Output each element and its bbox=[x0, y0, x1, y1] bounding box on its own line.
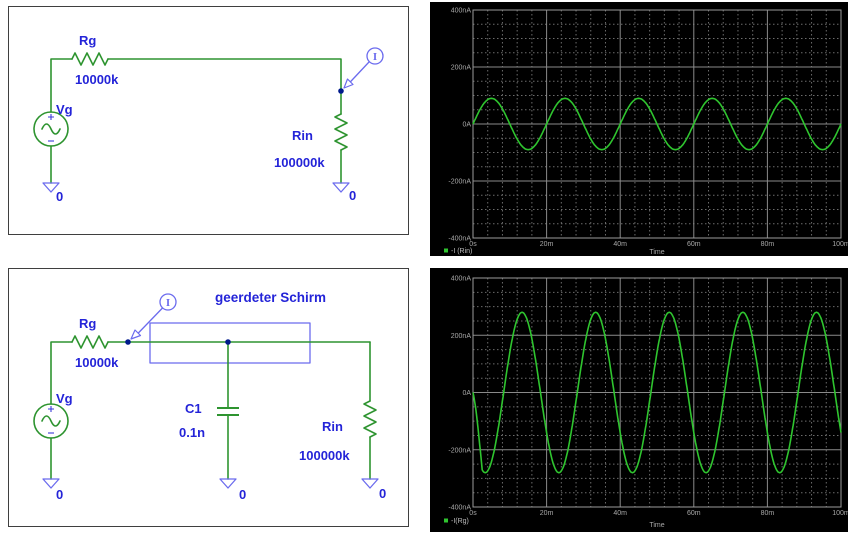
ground-net-label: 0 bbox=[56, 487, 63, 502]
value-rin[interactable]: 100000k bbox=[299, 448, 350, 463]
legend-label: -I(Rg) bbox=[451, 518, 469, 525]
wire bbox=[50, 58, 73, 113]
waveform-panel-unshielded: 400nA 200nA 0A -200nA -400nA 0s 20m 40m 60m 80m 10… bbox=[430, 2, 848, 256]
ground-icon[interactable] bbox=[42, 182, 60, 193]
plus-mark-icon bbox=[48, 406, 54, 412]
ground-net-label: 0 bbox=[379, 486, 386, 501]
x-tick-label: 100m bbox=[832, 241, 848, 248]
node-dot bbox=[125, 339, 131, 345]
x-tick-label: 60m bbox=[687, 510, 701, 517]
label-rin[interactable]: Rin bbox=[322, 419, 343, 434]
resistor-rg[interactable] bbox=[71, 335, 109, 349]
value-c1[interactable]: 0.1n bbox=[179, 425, 205, 440]
current-probe-letter: I bbox=[373, 51, 377, 63]
current-probe-icon[interactable] bbox=[159, 293, 177, 311]
voltage-source-icon[interactable] bbox=[33, 111, 69, 147]
value-rg[interactable]: 10000k bbox=[75, 355, 119, 370]
node-dot bbox=[338, 88, 344, 94]
y-tick-label: 400nA bbox=[451, 8, 472, 15]
probe-arrowhead-icon bbox=[130, 329, 142, 340]
sine-glyph-icon bbox=[41, 123, 61, 135]
plus-mark-icon bbox=[48, 114, 54, 120]
label-rg[interactable]: Rg bbox=[79, 316, 96, 331]
resistor-rin[interactable] bbox=[363, 400, 377, 438]
y-tick-label: -400nA bbox=[448, 236, 471, 243]
label-rg[interactable]: Rg bbox=[79, 33, 96, 48]
voltage-source-icon[interactable] bbox=[33, 403, 69, 439]
x-tick-label: 40m bbox=[613, 510, 627, 517]
x-tick-label: 20m bbox=[540, 241, 554, 248]
current-probe-icon[interactable] bbox=[366, 47, 384, 65]
time-axis-label: Time bbox=[649, 249, 664, 256]
label-vg[interactable]: Vg bbox=[56, 391, 73, 406]
y-tick-label: 400nA bbox=[451, 276, 472, 283]
schematic-svg-unshielded: I Rg 10000k Vg Rin 100000k 0 0 bbox=[33, 33, 384, 204]
time-axis-label: Time bbox=[649, 522, 664, 529]
shield-rect[interactable] bbox=[149, 322, 311, 364]
legend-swatch bbox=[444, 248, 448, 253]
ground-icon[interactable] bbox=[361, 478, 379, 489]
wire bbox=[50, 341, 73, 405]
x-tick-label: 80m bbox=[761, 241, 775, 248]
label-c1[interactable]: C1 bbox=[185, 401, 202, 416]
probe-arrow-line bbox=[133, 307, 163, 338]
ground-net-label: 0 bbox=[349, 188, 356, 203]
waveform-trace bbox=[472, 311, 842, 474]
x-tick-label: 100m bbox=[832, 510, 848, 517]
x-tick-label: 60m bbox=[687, 241, 701, 248]
resistor-rg[interactable] bbox=[71, 52, 109, 66]
value-rg[interactable]: 10000k bbox=[75, 72, 119, 87]
node-dot bbox=[225, 339, 231, 345]
y-tick-label: 200nA bbox=[451, 333, 472, 340]
y-tick-label: -200nA bbox=[448, 447, 471, 454]
probe-arrowhead-icon bbox=[343, 78, 354, 89]
x-tick-label: 40m bbox=[613, 241, 627, 248]
wire bbox=[107, 58, 342, 115]
sine-glyph-icon bbox=[41, 415, 61, 427]
label-rin[interactable]: Rin bbox=[292, 128, 313, 143]
resistor-rin[interactable] bbox=[334, 113, 348, 151]
shield-label[interactable]: geerdeter Schirm bbox=[215, 290, 326, 305]
value-rin[interactable]: 100000k bbox=[274, 155, 325, 170]
x-tick-label: 0s bbox=[469, 241, 477, 248]
y-tick-label: -400nA bbox=[448, 505, 471, 512]
capacitor-c1[interactable] bbox=[217, 407, 239, 416]
ground-net-label: 0 bbox=[56, 189, 63, 204]
current-probe-letter: I bbox=[166, 297, 170, 309]
y-tick-label: 0A bbox=[462, 122, 471, 129]
schematic-svg-shielded: I geerdeter Schirm Rg 10000k Vg C1 0.1n … bbox=[33, 290, 386, 502]
schematic-panel-shielded: I geerdeter Schirm Rg 10000k Vg C1 0.1n … bbox=[8, 268, 409, 527]
ground-icon[interactable] bbox=[332, 182, 350, 193]
x-tick-label: 20m bbox=[540, 510, 554, 517]
y-tick-label: 200nA bbox=[451, 65, 472, 72]
legend-swatch bbox=[444, 518, 448, 523]
waveform-trace bbox=[472, 97, 842, 151]
ground-icon[interactable] bbox=[42, 478, 60, 489]
y-tick-label: -200nA bbox=[448, 179, 471, 186]
x-tick-label: 80m bbox=[761, 510, 775, 517]
ground-net-label: 0 bbox=[239, 487, 246, 502]
ground-icon[interactable] bbox=[219, 478, 237, 489]
waveform-panel-shielded: 400nA 200nA 0A -200nA -400nA 0s 20m 40m 60m 80m 10… bbox=[430, 268, 848, 532]
label-vg[interactable]: Vg bbox=[56, 102, 73, 117]
x-tick-label: 0s bbox=[469, 510, 477, 517]
schematic-panel-unshielded: I Rg 10000k Vg Rin 100000k 0 0 bbox=[8, 6, 409, 235]
legend-label: -I (Rin) bbox=[451, 248, 472, 255]
y-tick-label: 0A bbox=[462, 390, 471, 397]
